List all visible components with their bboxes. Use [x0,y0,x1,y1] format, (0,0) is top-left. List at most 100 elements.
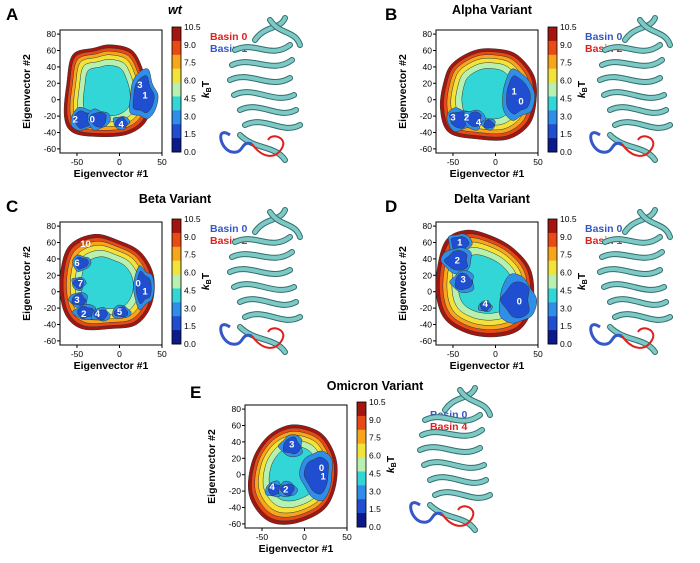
colorbar-segment [172,260,181,276]
colorbar-segment [172,54,181,70]
colorbar-segment [172,316,181,331]
basin-label: 10 [80,239,91,250]
y-tick-label: 80 [47,221,57,231]
x-tick-label: 0 [493,157,498,167]
basin-well-inner [268,482,283,497]
protein-strand [600,250,664,260]
protein-strand [238,133,287,162]
protein-strand [598,267,662,276]
colorbar-tick: 10.5 [560,214,577,224]
y-tick-label: -40 [420,128,433,138]
basin-well-inner [280,483,295,497]
colorbar-segment [172,40,181,56]
protein-strand [638,18,672,47]
panel-title: Alpha Variant [452,3,533,17]
colorbar-tick: 3.0 [184,111,196,121]
y-axis-label: Eigenvector #2 [21,246,33,321]
basin-well-inner [88,111,107,128]
x-tick-label: 50 [157,157,167,167]
colorbar-segment [357,485,366,500]
colorbar-segment [172,124,181,139]
y-tick-label: 20 [47,270,57,280]
colorbar-tick: 6.0 [560,76,572,86]
basin-label: 5 [117,307,123,318]
x-tick-label: -50 [71,349,84,359]
free-energy-landscape [63,44,159,137]
x-tick-label: -50 [447,349,460,359]
legend-entry: Basin 0 [210,223,248,235]
basin-label: 3 [450,113,455,124]
protein-strand [598,75,662,84]
basin-well-inner [77,305,95,319]
protein-strand [232,282,296,292]
colorbar-frame [171,218,182,345]
y-tick-label: 20 [423,78,433,88]
y-tick-label: 40 [232,437,242,447]
panel-letter: B [385,5,397,24]
colorbar-segment [172,232,181,248]
protein-strand [238,105,298,115]
colorbar-tick: 3.0 [369,486,381,496]
colorbar-segment [357,471,366,486]
colorbar-frame [547,218,558,345]
colorbar-segment [548,27,557,42]
x-axis-label: Eigenvector #1 [450,168,525,180]
basin-loop-blue [219,131,253,154]
protein-strand [422,460,486,470]
panel-title: Omicron Variant [327,379,424,393]
y-tick-label: 0 [236,470,241,480]
x-axis-label: Eigenvector #1 [74,360,149,372]
colorbar-tick: 9.0 [184,232,196,242]
colorbar-tick: 3.0 [184,303,196,313]
protein-strand [443,386,477,412]
basin-label: 4 [483,299,489,310]
protein-strand [230,58,294,68]
basin-label: 2 [73,114,78,125]
basin-label: 0 [518,96,523,107]
y-axis-label: Eigenvector #2 [397,54,409,129]
colorbar-segment [548,316,557,331]
basin-label: 3 [461,274,466,285]
colorbar-segment [172,246,181,262]
panel-letter: E [190,383,201,402]
x-tick-label: 50 [533,349,543,359]
basin-loop-blue [409,501,443,524]
y-tick-label: -20 [44,111,57,121]
y-tick-label: 60 [232,421,242,431]
colorbar-tick: 3.0 [560,111,572,121]
protein-structure-image [409,385,493,533]
basin-well-inner [465,111,482,127]
legend-entry: Basin 0 [210,31,248,43]
y-tick-label: 0 [427,287,432,297]
protein-strand [623,208,657,234]
basin-label: 0 [319,463,324,474]
panel-letter: D [385,197,397,216]
colorbar-segment [172,138,181,153]
y-tick-label: 60 [47,238,57,248]
colorbar-tick: 4.5 [369,468,381,478]
basin-well-inner [506,75,531,115]
basin-label: 4 [95,309,101,320]
colorbar-tick: 1.5 [184,129,196,139]
colorbar-segment [172,302,181,317]
x-tick-label: 0 [493,349,498,359]
protein-structure-image [219,15,303,163]
y-tick-label: -40 [420,320,433,330]
y-tick-label: -60 [420,336,433,346]
free-energy-landscape [60,233,155,331]
y-tick-label: 60 [423,46,433,56]
colorbar-segment [172,330,181,345]
colorbar-segment [172,68,181,84]
colorbar-tick: 4.5 [184,93,196,103]
basin-loop-blue [589,323,623,346]
colorbar-tick: 0.0 [560,147,572,157]
colorbar-tick: 7.5 [369,433,381,443]
colorbar-segment [548,260,557,276]
colorbar-tick: 10.5 [184,214,201,224]
colorbar-tick: 9.0 [560,40,572,50]
protein-strand [418,445,482,454]
protein-strand [603,43,662,53]
y-tick-label: -40 [229,503,242,513]
basin-label: 0 [136,279,141,290]
